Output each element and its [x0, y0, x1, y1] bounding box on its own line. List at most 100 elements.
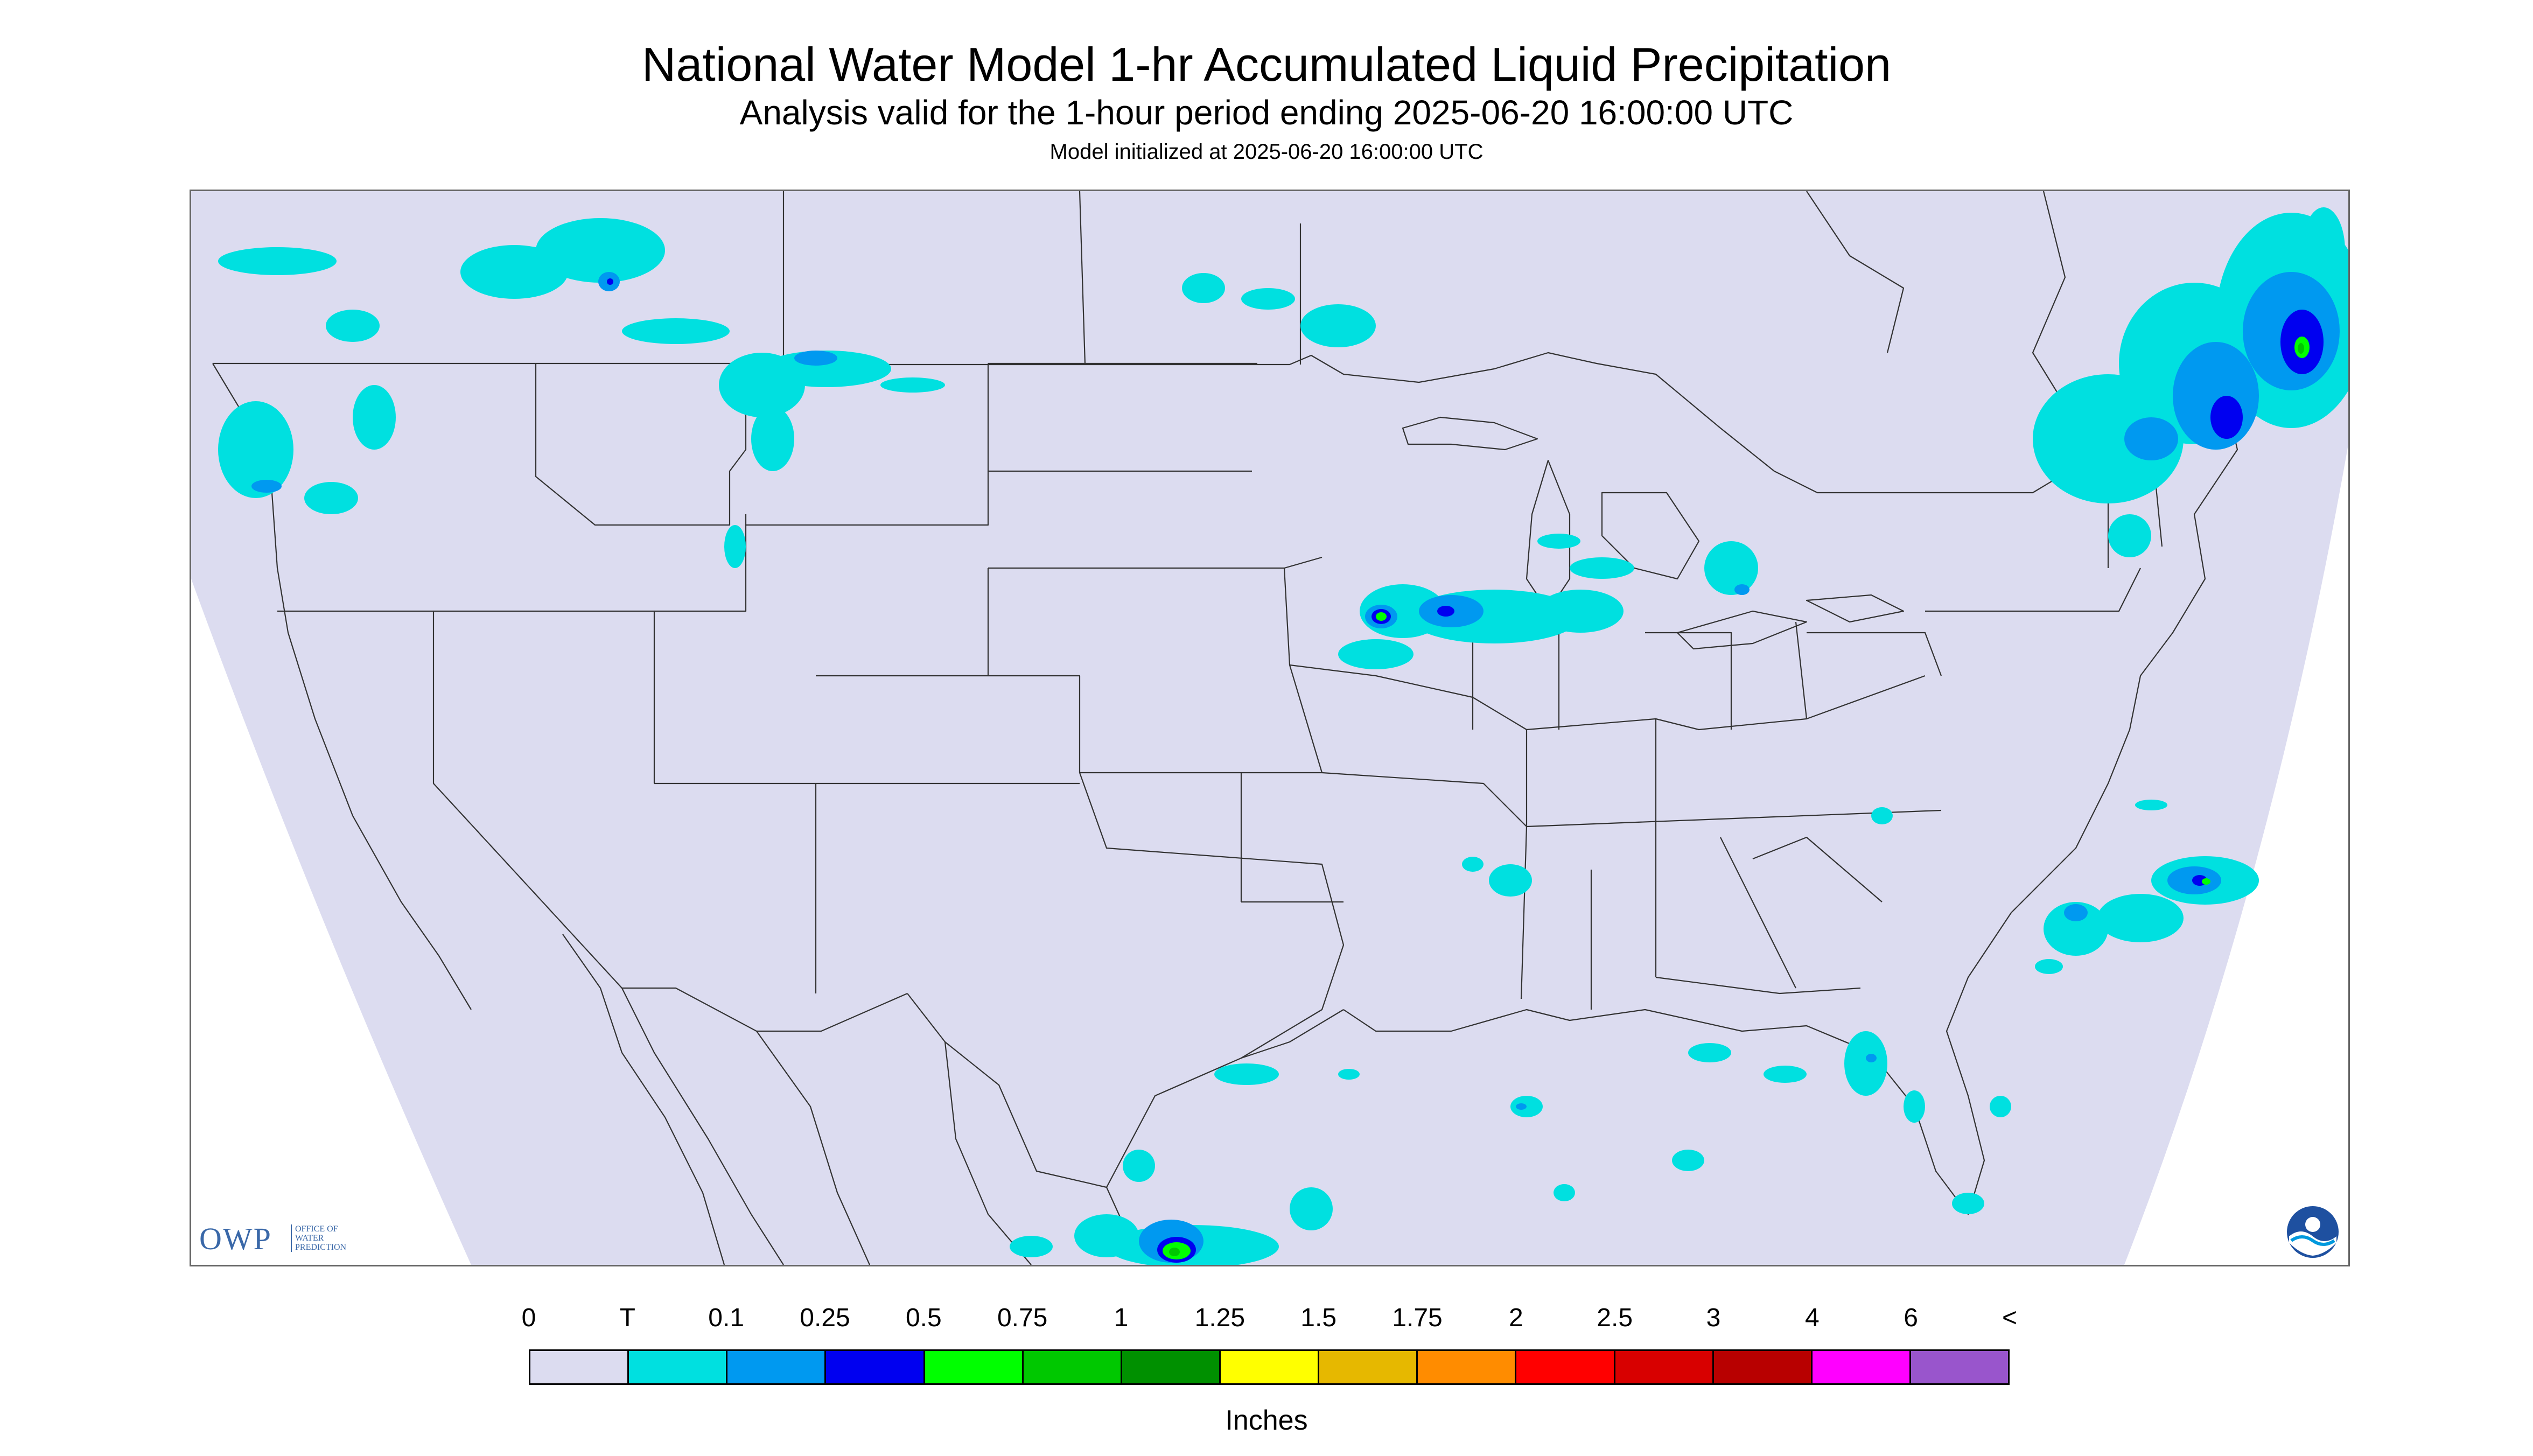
precip-medium [2064, 904, 2088, 921]
precip-light [751, 407, 794, 471]
precip-light [2097, 894, 2184, 942]
precip-medium [1516, 1103, 1527, 1110]
legend-swatch [530, 1351, 629, 1383]
legend-label: 3 [1706, 1304, 1721, 1332]
legend-units: Inches [1225, 1405, 1308, 1436]
model-init-time: Model initialized at 2025-06-20 16:00:00… [1049, 140, 1484, 164]
precip-light [1704, 541, 1758, 595]
precip-medium [1866, 1054, 1877, 1062]
legend-swatch [727, 1351, 827, 1383]
legend-swatch [1023, 1351, 1122, 1383]
precip-bright-green [2202, 878, 2210, 885]
legend-swatch [826, 1351, 925, 1383]
precip-light [1904, 1090, 1925, 1123]
precip-light [1952, 1193, 1984, 1214]
precip-light [218, 247, 337, 275]
legend-label: 1.25 [1194, 1304, 1245, 1332]
precip-light [1672, 1150, 1704, 1171]
precip-light [1338, 1069, 1360, 1080]
precip-light [536, 218, 665, 283]
precip-light [1844, 1031, 1887, 1096]
precip-light [1123, 1150, 1155, 1182]
legend-label: 0.25 [800, 1304, 850, 1332]
precip-light [1010, 1236, 1053, 1257]
precip-light [1462, 857, 1484, 872]
map-canvas [191, 191, 2348, 1265]
legend-label: 2 [1508, 1304, 1523, 1332]
legend-swatch [1418, 1351, 1517, 1383]
precip-light [2035, 959, 2063, 974]
precip-medium [794, 351, 837, 366]
precip-light [1554, 1184, 1575, 1201]
precip-heavy [607, 278, 613, 285]
precip-medium [2124, 417, 2178, 460]
precip-light [1214, 1063, 1279, 1085]
precip-light [1990, 1096, 2011, 1117]
precip-light [880, 377, 945, 393]
legend-swatch [1812, 1351, 1911, 1383]
precip-light [762, 351, 891, 387]
legend-label: 0.1 [708, 1304, 745, 1332]
precip-light [1182, 273, 1225, 303]
precip-medium [2173, 342, 2259, 450]
legend-label: 0 [521, 1304, 536, 1332]
precip-light [1688, 1043, 1731, 1062]
precip-light [353, 385, 396, 450]
precip-medium [1734, 584, 1750, 595]
legend-swatch [1516, 1351, 1615, 1383]
precip-light [1338, 639, 1414, 669]
legend-label: T [619, 1304, 635, 1332]
precipitation-areas [218, 207, 2348, 1265]
color-legend [529, 1349, 2010, 1385]
legend-label: 4 [1804, 1304, 1820, 1332]
legend-label: < [2002, 1304, 2018, 1332]
model-domain [191, 191, 2348, 1265]
precip-light [326, 310, 380, 342]
precip-light [2135, 800, 2167, 810]
precip-light [1489, 864, 1532, 897]
precip-light [1241, 288, 1295, 310]
legend-swatch [1911, 1351, 2009, 1383]
legend-label: 6 [1904, 1304, 1919, 1332]
legend-label: 1.75 [1392, 1304, 1443, 1332]
precip-light [724, 525, 746, 568]
precip-light [2033, 374, 2184, 503]
precip-green [2298, 343, 2304, 354]
map-title: National Water Model 1-hr Accumulated Li… [641, 38, 1892, 91]
valid-period-subtitle: Analysis valid for the 1-hour period end… [739, 93, 1794, 132]
precip-light [1537, 534, 1580, 549]
legend-label: 0.75 [997, 1304, 1048, 1332]
owp-logo-text: OWP [199, 1221, 272, 1256]
legend-label: 0.5 [905, 1304, 942, 1332]
owp-logo-subtext: OFFICE OF WATER PREDICTION [291, 1224, 346, 1252]
precip-light [1074, 1214, 1139, 1257]
precip-heavy [2210, 396, 2243, 439]
precip-light [622, 318, 730, 344]
precip-green [1169, 1248, 1180, 1256]
precip-bright-green [1376, 612, 1387, 621]
precip-heavy [1437, 606, 1454, 617]
legend-swatch [629, 1351, 728, 1383]
precipitation-map [190, 190, 2350, 1266]
precip-light [1570, 557, 1634, 579]
legend-label: 2.5 [1597, 1304, 1633, 1332]
precip-light [1871, 807, 1893, 824]
precip-medium [251, 480, 282, 493]
precip-light [1764, 1066, 1807, 1083]
legend-swatch [925, 1351, 1024, 1383]
precip-light [2044, 902, 2108, 956]
owp-logo: OWP OFFICE OF WATER PREDICTION [199, 1222, 372, 1256]
legend-swatch [1220, 1351, 1320, 1383]
legend-swatch [1319, 1351, 1418, 1383]
precip-light [1537, 590, 1624, 633]
boundary-lines [212, 191, 2346, 1265]
precip-light [218, 401, 293, 498]
precip-light [304, 482, 358, 514]
precip-light [1300, 304, 1376, 347]
legend-swatch [1122, 1351, 1221, 1383]
precip-light [2108, 514, 2151, 557]
precip-light [2302, 207, 2345, 293]
legend-label: 1.5 [1300, 1304, 1337, 1332]
legend-labels: 0 T 0.1 0.25 0.5 0.75 1 1.25 1.5 1.75 2 2.5 3 4 6 < [522, 1303, 2017, 1335]
noaa-logo [2287, 1206, 2339, 1258]
